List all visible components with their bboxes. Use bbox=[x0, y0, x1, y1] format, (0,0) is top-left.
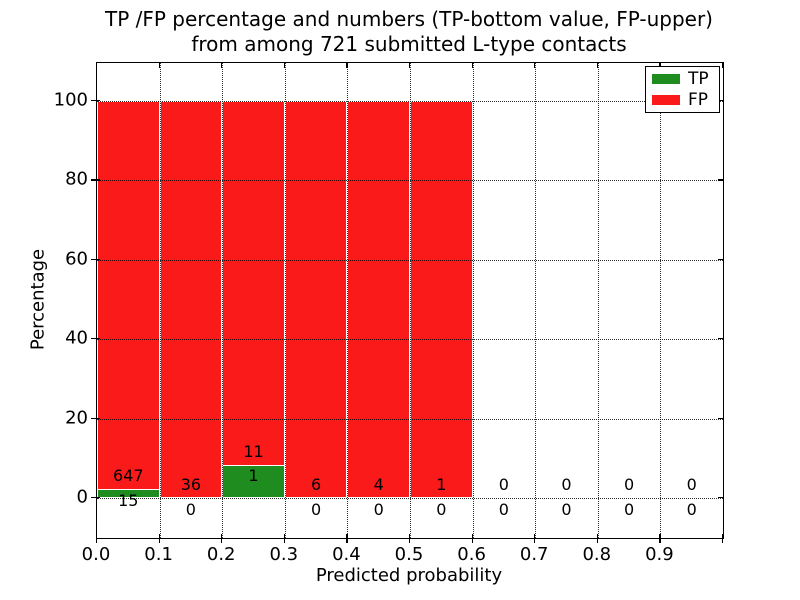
y-tick-label-60: 60 bbox=[65, 248, 88, 270]
fp-count-label-0: 647 bbox=[113, 465, 144, 485]
x-tick-bottom-0.7 bbox=[534, 534, 536, 543]
y-tick-right-20 bbox=[718, 417, 723, 419]
x-tick-top-0.1 bbox=[158, 63, 160, 68]
x-tick-bottom-0.9 bbox=[659, 534, 661, 543]
gridline-x-0.9 bbox=[660, 63, 662, 538]
y-tick-right-60 bbox=[718, 258, 723, 261]
y-tick-right-100 bbox=[718, 100, 723, 102]
x-tick-bottom-0.3 bbox=[283, 534, 286, 543]
fp-bar-3 bbox=[284, 101, 348, 498]
x-tick-bottom-0.2 bbox=[221, 534, 223, 543]
fp-count-label-6: 0 bbox=[498, 474, 509, 494]
fp-bar-5 bbox=[410, 101, 473, 498]
tp-count-label-4: 0 bbox=[373, 499, 384, 519]
x-tick-top-0.3 bbox=[283, 63, 286, 68]
x-tick-label-0.5: 0.5 bbox=[394, 544, 424, 565]
x-tick-top-0.2 bbox=[221, 63, 223, 68]
y-tick-left-0 bbox=[91, 497, 100, 499]
chart-title-line2: from among 721 submitted L-type contacts bbox=[191, 32, 627, 56]
y-tick-label-40: 40 bbox=[65, 327, 88, 349]
tp-color-swatch bbox=[652, 74, 680, 84]
fp-count-label-8: 0 bbox=[624, 474, 635, 494]
x-tick-bottom-1 bbox=[722, 534, 724, 543]
y-tick-label-80: 80 bbox=[65, 168, 88, 190]
tp-count-label-5: 0 bbox=[436, 499, 447, 519]
x-tick-top-0 bbox=[96, 63, 98, 68]
y-tick-left-40 bbox=[91, 338, 100, 340]
x-tick-label-0.8: 0.8 bbox=[582, 544, 612, 565]
legend-label-tp: TP bbox=[688, 68, 709, 89]
fp-bar-0 bbox=[97, 101, 160, 498]
x-tick-top-0.9 bbox=[659, 63, 661, 68]
fp-count-label-5: 1 bbox=[436, 474, 447, 494]
x-tick-top-0.6 bbox=[471, 63, 473, 68]
y-tick-label-100: 100 bbox=[53, 89, 88, 111]
x-tick-bottom-0.8 bbox=[596, 534, 599, 543]
tp-count-label-7: 0 bbox=[561, 499, 572, 519]
tp-count-label-0: 15 bbox=[118, 490, 139, 510]
legend: TP FP bbox=[645, 66, 720, 113]
x-tick-label-0.1: 0.1 bbox=[144, 544, 173, 565]
fp-count-label-2: 11 bbox=[243, 441, 264, 461]
x-tick-bottom-0.4 bbox=[346, 534, 348, 543]
y-tick-left-20 bbox=[91, 417, 100, 419]
tp-count-label-6: 0 bbox=[498, 499, 509, 519]
legend-item-fp: FP bbox=[646, 91, 719, 109]
tp-count-label-1: 0 bbox=[185, 499, 196, 519]
fp-bar-1 bbox=[159, 101, 223, 498]
x-tick-label-0.3: 0.3 bbox=[269, 544, 299, 565]
x-axis-label: Predicted probability bbox=[315, 565, 503, 586]
tp-count-label-9: 0 bbox=[686, 499, 697, 519]
chart-title-line1: TP /FP percentage and numbers (TP-bottom… bbox=[105, 7, 713, 31]
legend-label-fp: FP bbox=[688, 89, 709, 110]
chart-title: TP /FP percentage and numbers (TP-bottom… bbox=[96, 7, 722, 57]
x-tick-bottom-0.1 bbox=[158, 534, 160, 543]
x-tick-top-0.5 bbox=[409, 63, 411, 68]
plot-area: 647 15 36 0 11 1 6 0 4 0 1 0 0 0 0 0 0 0 0 0 bbox=[96, 62, 724, 539]
fp-count-label-1: 36 bbox=[180, 474, 202, 494]
tp-bar-2 bbox=[222, 464, 285, 498]
fp-count-label-4: 4 bbox=[373, 474, 384, 494]
y-tick-right-0 bbox=[718, 497, 723, 499]
y-tick-left-60 bbox=[91, 258, 100, 261]
x-tick-top-0.8 bbox=[596, 63, 599, 68]
fp-count-label-9: 0 bbox=[686, 474, 697, 494]
x-tick-bottom-0.5 bbox=[409, 534, 411, 543]
x-tick-label-0.4: 0.4 bbox=[332, 544, 361, 565]
x-tick-bottom-0 bbox=[96, 534, 98, 543]
gridline-x-0.8 bbox=[597, 63, 599, 538]
tp-bar-0 bbox=[97, 489, 160, 498]
y-tick-left-80 bbox=[91, 179, 100, 181]
x-tick-label-0.6: 0.6 bbox=[457, 544, 486, 565]
fp-count-label-3: 6 bbox=[311, 474, 322, 494]
fp-count-label-7: 0 bbox=[561, 474, 572, 494]
tp-count-label-2: 1 bbox=[248, 466, 259, 486]
x-tick-bottom-0.6 bbox=[471, 534, 473, 543]
fp-bar-2 bbox=[222, 101, 285, 498]
fp-color-swatch bbox=[652, 95, 680, 105]
gridline-x-0.7 bbox=[535, 63, 537, 538]
y-tick-left-100 bbox=[91, 100, 100, 102]
y-tick-label-20: 20 bbox=[65, 407, 88, 429]
x-tick-label-0.9: 0.9 bbox=[645, 544, 674, 565]
x-tick-label-0.2: 0.2 bbox=[206, 544, 236, 565]
tp-count-label-8: 0 bbox=[624, 499, 635, 519]
tp-count-label-3: 0 bbox=[311, 499, 322, 519]
gridline-x-0.6 bbox=[472, 63, 474, 538]
fp-bar-4 bbox=[347, 101, 410, 498]
y-axis-label: Percentage bbox=[27, 248, 49, 351]
x-tick-top-0.4 bbox=[346, 63, 348, 68]
x-tick-label-0.0: 0.0 bbox=[81, 544, 111, 565]
y-tick-label-0: 0 bbox=[76, 486, 88, 508]
y-tick-right-80 bbox=[718, 179, 723, 181]
x-tick-top-1 bbox=[722, 63, 724, 68]
x-tick-top-0.7 bbox=[534, 63, 536, 68]
y-tick-right-40 bbox=[718, 338, 723, 340]
x-tick-label-0.7: 0.7 bbox=[519, 544, 549, 565]
legend-item-tp: TP bbox=[646, 70, 719, 88]
